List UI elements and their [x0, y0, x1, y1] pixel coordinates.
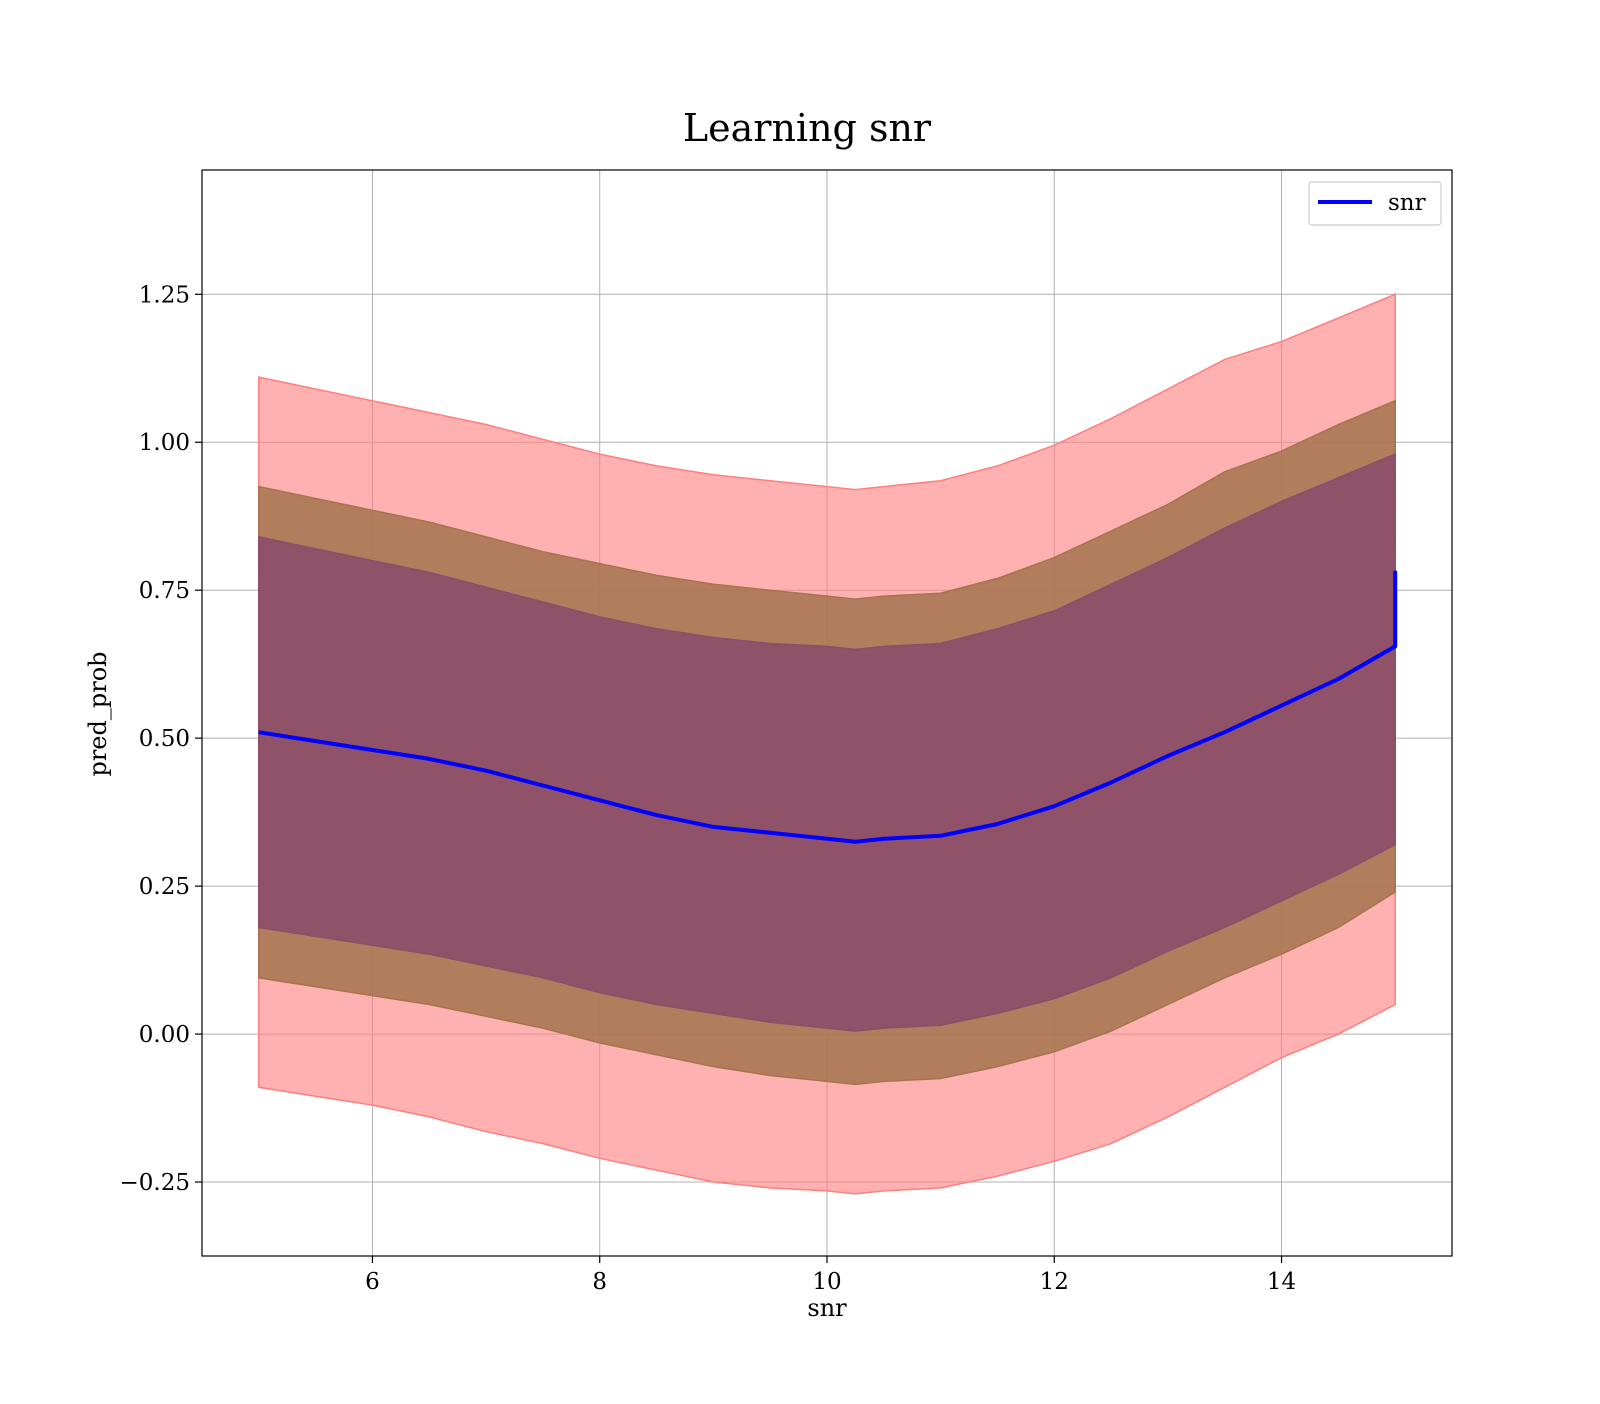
x-tick-label: 8	[592, 1269, 607, 1295]
y-tick-label: 1.00	[139, 430, 190, 456]
y-tick-label: −0.25	[120, 1170, 190, 1196]
plot-area: 6 8 10 12 14 −0.25 0.00 0.25 0.50 0.75 1.00 1.25	[120, 169, 1453, 1295]
legend-label-snr: snr	[1388, 190, 1426, 216]
y-axis-label: pred_prob	[84, 651, 112, 776]
y-tick-label: 0.00	[139, 1022, 190, 1048]
legend-box	[1308, 181, 1442, 226]
y-tick-label: 0.50	[139, 726, 190, 752]
x-tick-label: 14	[1267, 1269, 1296, 1295]
band-inner	[258, 452, 1396, 1032]
y-tick-label: 0.25	[139, 874, 190, 900]
legend: snr	[1308, 181, 1442, 226]
chart-title: Learning snr	[683, 106, 932, 150]
series-line-snr	[258, 570, 1398, 844]
y-tick-label: 0.75	[139, 578, 190, 604]
x-axis-label: snr	[807, 1294, 847, 1322]
y-tick-label: 1.25	[139, 282, 190, 308]
x-tick-label: 6	[365, 1269, 380, 1295]
x-tick-label: 12	[1040, 1269, 1069, 1295]
x-tick-label: 10	[812, 1269, 841, 1295]
